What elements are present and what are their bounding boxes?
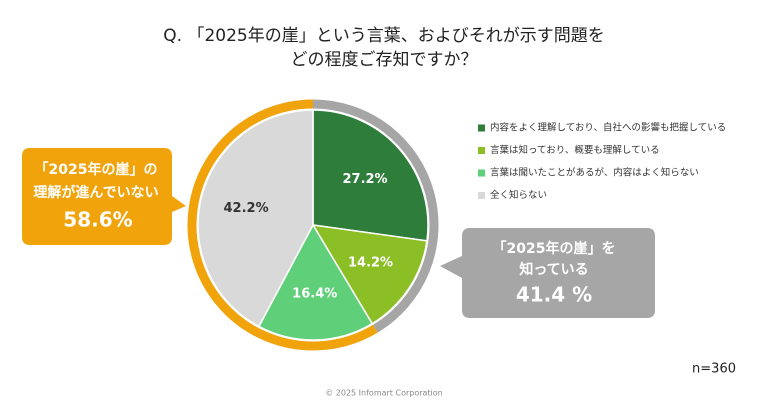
callout-text: 「2025年の崖」の — [35, 161, 158, 178]
pie-slice — [257, 223, 374, 341]
legend-label: 言葉は知っており、概要も理解している — [490, 144, 660, 156]
callout-box — [440, 228, 655, 318]
callout-text: 知っている — [519, 261, 588, 278]
data-label: 42.2% — [224, 201, 269, 216]
sample-size: n=360 — [692, 362, 736, 377]
pie-slice — [312, 109, 429, 242]
pie-slice — [197, 109, 314, 328]
legend-swatch — [478, 147, 485, 154]
chart-title: Q. 「2025年の崖」という言葉、およびそれが示す問題を — [163, 26, 604, 46]
legend-swatch — [478, 124, 485, 132]
footer: © 2025 Infomart Corporation — [325, 389, 443, 398]
callout-value: 58.6% — [63, 208, 132, 232]
legend-label: 全く知らない — [490, 189, 547, 201]
callout-box — [22, 148, 186, 245]
legend-label: 言葉は聞いたことがあるが、内容はよく知らない — [490, 167, 699, 179]
callout-text: 理解が進んでいない — [33, 184, 158, 201]
data-label: 14.2% — [348, 256, 393, 271]
data-label: 27.2% — [342, 172, 387, 187]
legend-swatch — [478, 192, 485, 199]
legend-label: 内容をよく理解しており、自社への影響も把握している — [490, 122, 726, 134]
ring-arc — [187, 99, 378, 351]
pie-slice — [311, 224, 428, 325]
ring-arc — [312, 99, 439, 333]
callout-text: 「2025年の崖」を — [493, 240, 616, 257]
callout-value: 41.4 % — [516, 283, 592, 307]
chart-title: どの程度ご存知ですか？ — [291, 50, 478, 70]
legend-swatch — [478, 169, 485, 177]
data-label: 16.4% — [292, 286, 337, 301]
